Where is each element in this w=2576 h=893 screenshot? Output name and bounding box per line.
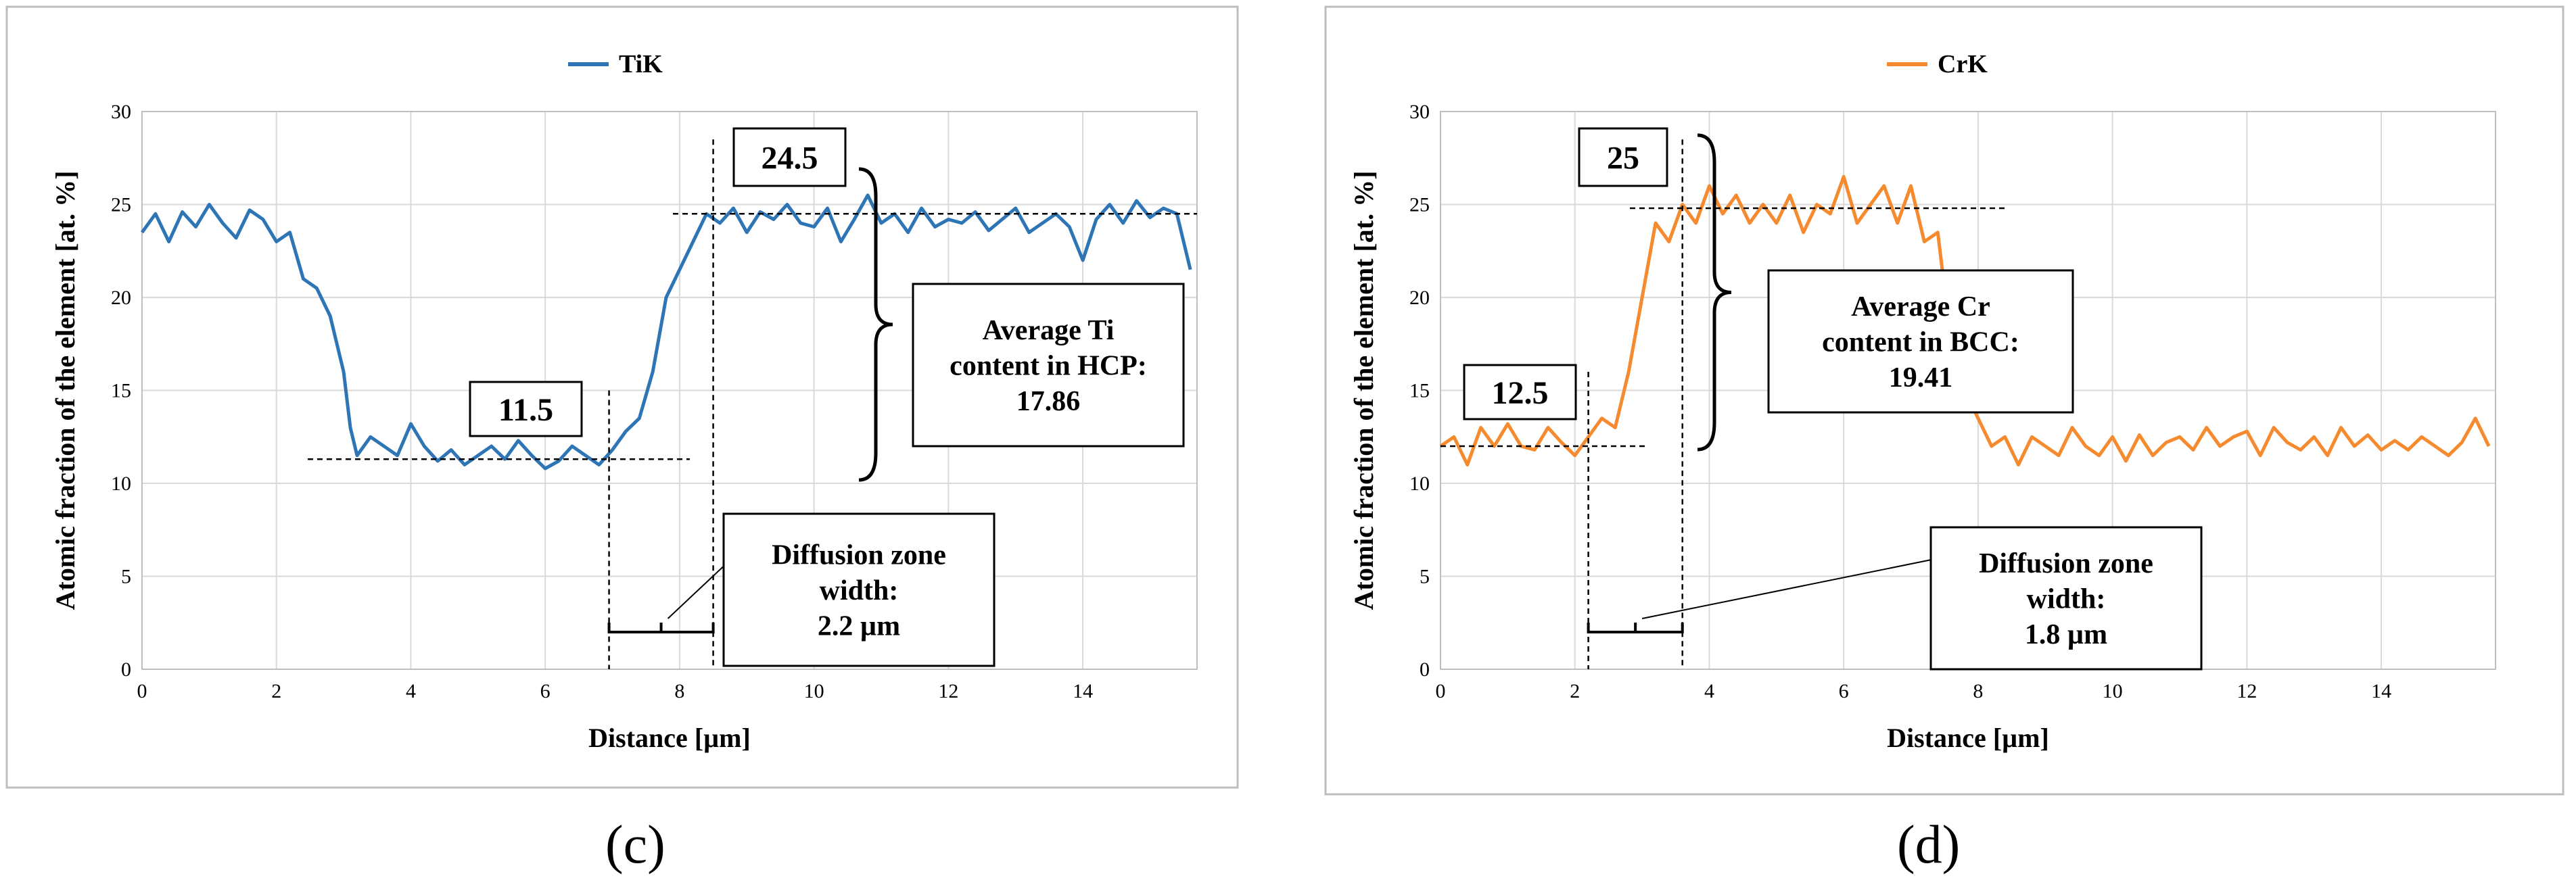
x-tick-label: 8 bbox=[1973, 680, 1983, 702]
x-tick-label: 6 bbox=[540, 680, 551, 702]
x-tick-label: 6 bbox=[1839, 680, 1849, 702]
panel-label-d: (d) bbox=[1897, 815, 1961, 875]
low-level-label-text-line: 12.5 bbox=[1492, 375, 1549, 411]
y-tick-label: 20 bbox=[1409, 287, 1430, 309]
x-tick-label: 4 bbox=[406, 680, 416, 702]
y-axis-label: Atomic fraction of the element [at. %] bbox=[50, 171, 80, 610]
x-tick-label: 14 bbox=[1073, 680, 1093, 702]
high-level-label-text-line: 24.5 bbox=[762, 140, 818, 176]
x-tick-label: 0 bbox=[137, 680, 147, 702]
zone-bracket bbox=[1587, 623, 1684, 633]
y-axis-label: Atomic fraction of the element [at. %] bbox=[1349, 171, 1379, 610]
average-brace bbox=[1697, 133, 1732, 452]
legend-label: TiK bbox=[619, 50, 663, 78]
high-level-label-box bbox=[1578, 127, 1668, 187]
zone-bracket bbox=[607, 623, 715, 633]
average-content-box bbox=[912, 283, 1185, 448]
y-tick-label: 0 bbox=[1420, 658, 1430, 681]
y-tick-label: 20 bbox=[111, 287, 131, 309]
diffusion-zone-text-line: 1.8 µm bbox=[2025, 619, 2107, 650]
y-tick-label: 10 bbox=[111, 473, 131, 495]
y-tick-label: 25 bbox=[1409, 194, 1430, 216]
x-tick-label: 14 bbox=[2371, 680, 2391, 702]
diffusion-zone-box bbox=[1929, 526, 2203, 671]
panel-label-c: (c) bbox=[605, 815, 665, 875]
x-tick-label: 0 bbox=[1436, 680, 1446, 702]
high-level-label-text-line: 25 bbox=[1607, 140, 1639, 176]
y-tick-label: 10 bbox=[1409, 473, 1430, 495]
x-tick-label: 10 bbox=[804, 680, 824, 702]
average-content-box bbox=[1767, 269, 2074, 414]
high-level-label-box bbox=[732, 127, 847, 187]
x-tick-label: 12 bbox=[938, 680, 958, 702]
average-content-text-line: 19.41 bbox=[1889, 362, 1953, 393]
average-brace bbox=[858, 167, 893, 482]
y-tick-label: 5 bbox=[1420, 566, 1430, 588]
average-content-text-line: 17.86 bbox=[1016, 386, 1081, 417]
low-level-label-box bbox=[469, 381, 583, 437]
chart-c: 0 5 10 15 20 25 30 0 2 4 6 8 10 12 14 Distance [µm] Atom… bbox=[50, 50, 1198, 753]
x-tick-label: 4 bbox=[1704, 680, 1714, 702]
diffusion-zone-text-line: 2.2 µm bbox=[818, 611, 900, 642]
x-axis-label: Distance [µm] bbox=[1887, 723, 2049, 753]
y-tick-label: 30 bbox=[1409, 101, 1430, 123]
average-content-text-line: content in HCP: bbox=[950, 351, 1147, 382]
x-tick-label: 2 bbox=[1570, 680, 1580, 702]
diffusion-zone-text-line: width: bbox=[820, 575, 899, 606]
legend-label: CrK bbox=[1938, 50, 1988, 78]
diffusion-zone-box bbox=[722, 512, 996, 667]
y-tick-label: 30 bbox=[111, 101, 131, 123]
average-content-text-line: content in BCC: bbox=[1822, 327, 2019, 358]
diffusion-zone-text-line: width: bbox=[2027, 584, 2106, 615]
x-tick-label: 12 bbox=[2237, 680, 2257, 702]
x-axis-label: Distance [µm] bbox=[588, 723, 751, 753]
chart-d: 0 5 10 15 20 25 30 0 2 4 6 8 10 12 14 Distance [µm] Atom… bbox=[1349, 50, 2496, 753]
plot-area-border bbox=[141, 111, 1198, 670]
y-tick-label: 15 bbox=[1409, 380, 1430, 402]
average-content-text-line: Average Ti bbox=[983, 315, 1115, 346]
x-tick-label: 2 bbox=[271, 680, 281, 702]
y-tick-label: 15 bbox=[111, 380, 131, 402]
y-tick-label: 25 bbox=[111, 194, 131, 216]
average-content-text-line: Average Cr bbox=[1851, 291, 1990, 322]
zone-leader-line bbox=[1641, 554, 1959, 619]
series-line-tik bbox=[140, 193, 1192, 470]
x-tick-label: 8 bbox=[674, 680, 684, 702]
y-tick-label: 0 bbox=[121, 658, 131, 681]
x-tick-label: 10 bbox=[2103, 680, 2123, 702]
diffusion-zone-text-line: Diffusion zone bbox=[772, 540, 946, 571]
diffusion-zone-text-line: Diffusion zone bbox=[1979, 548, 2153, 579]
low-level-label-box bbox=[1463, 364, 1577, 420]
low-level-label-text-line: 11.5 bbox=[498, 392, 553, 428]
y-tick-label: 5 bbox=[121, 566, 131, 588]
